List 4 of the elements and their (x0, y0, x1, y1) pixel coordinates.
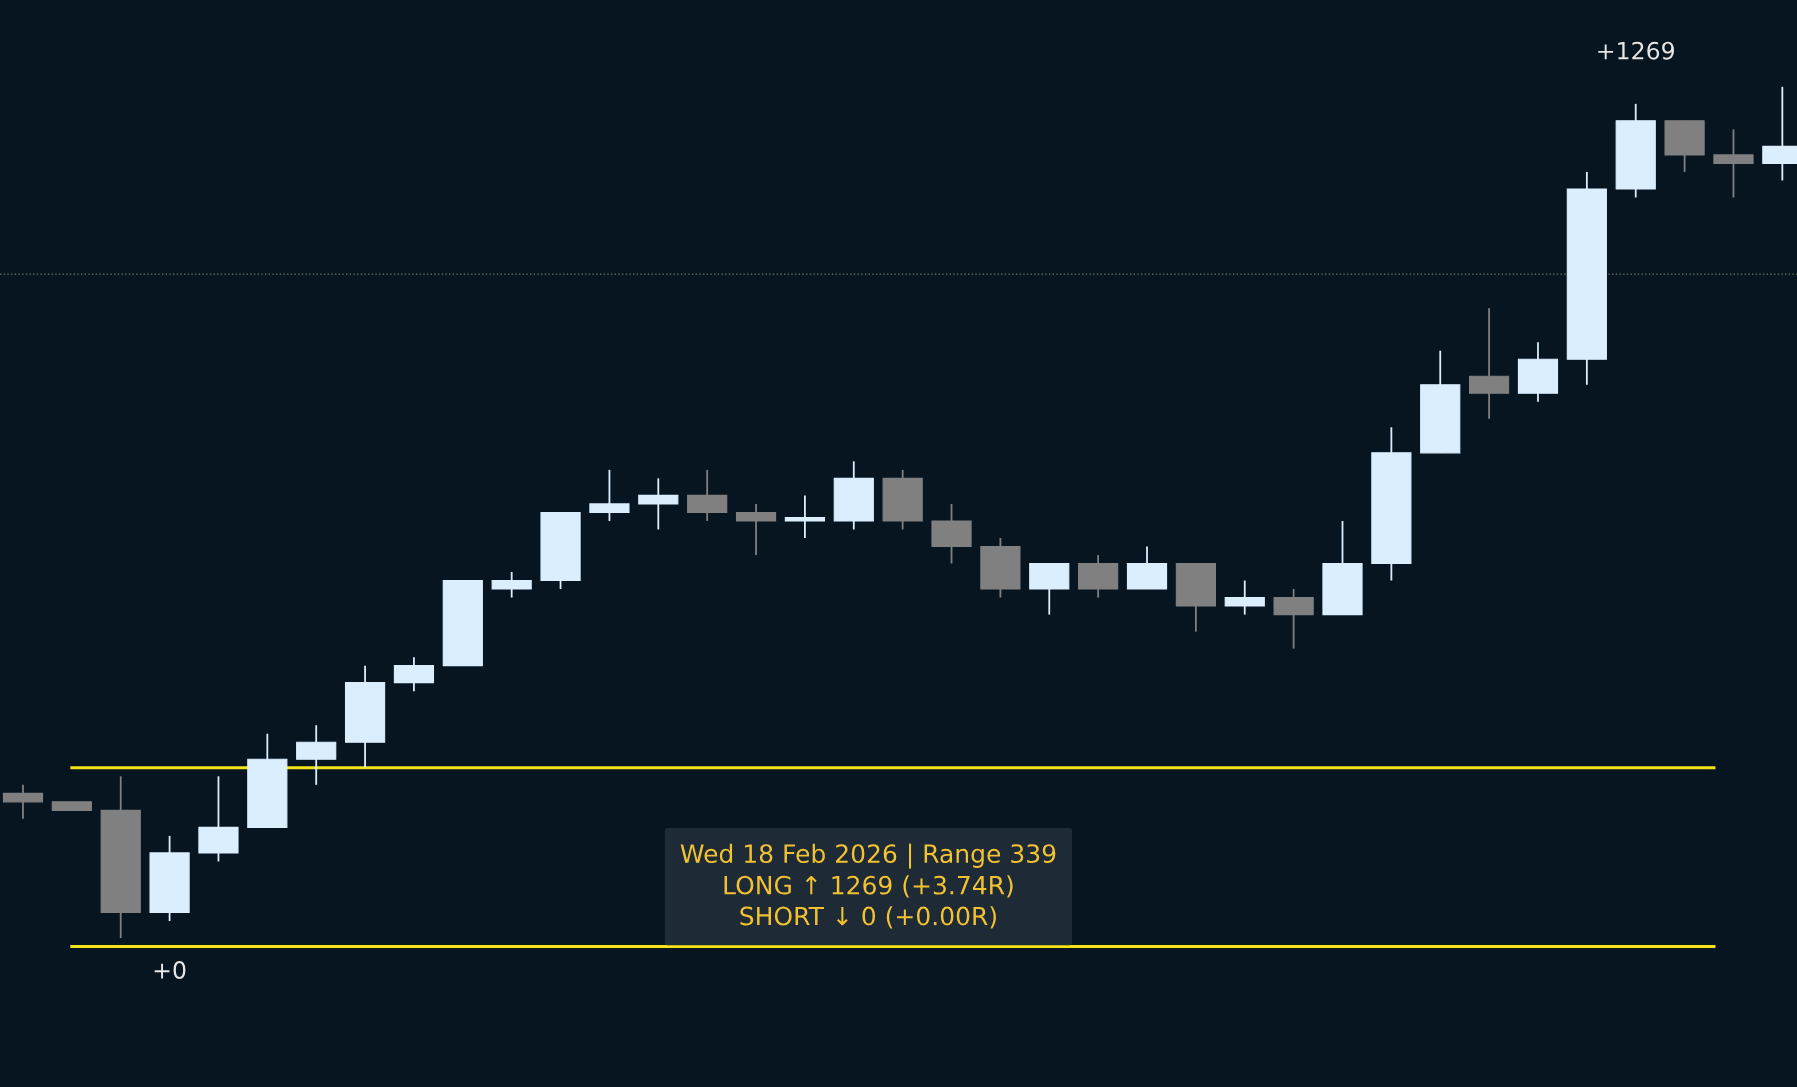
candlestick (784, 494, 826, 539)
text: +1269 (1598, 41, 1674, 60)
text: +0 (154, 961, 186, 979)
annotation: Wed 18 Feb 2026 | Range 339 LONG ↑ 1269 (+3.74R) SHORT ↓ 0 (+0.00R) (680, 843, 1056, 929)
